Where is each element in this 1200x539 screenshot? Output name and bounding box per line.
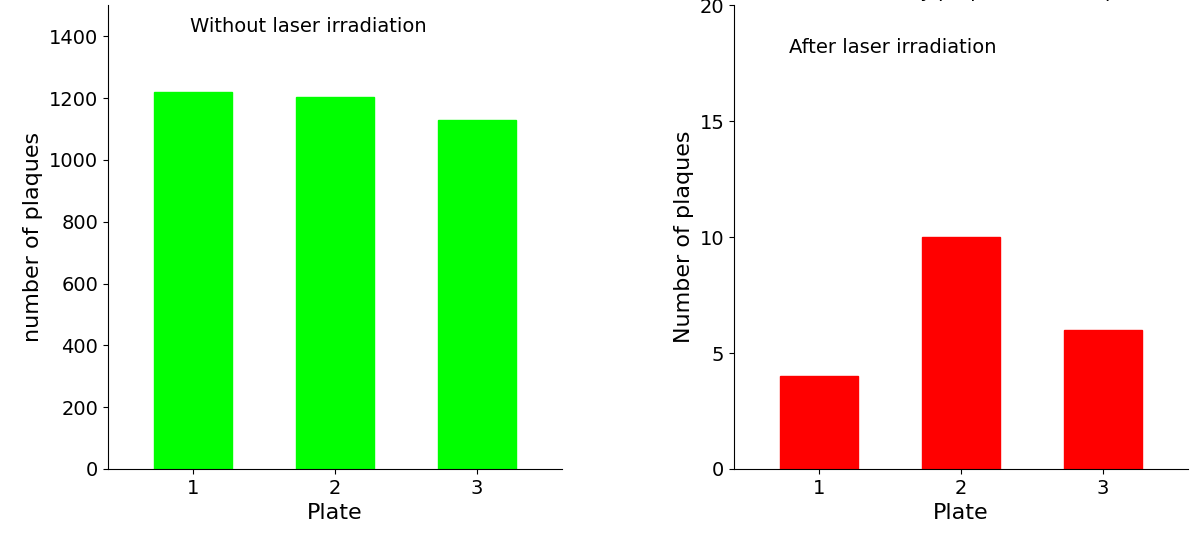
Y-axis label: Number of plaques: Number of plaques bbox=[674, 131, 694, 343]
Text: Without laser irradiation: Without laser irradiation bbox=[190, 17, 426, 36]
Y-axis label: number of plaques: number of plaques bbox=[24, 132, 43, 342]
X-axis label: Plate: Plate bbox=[934, 503, 989, 523]
Text: with nominally prepared 1x10: with nominally prepared 1x10 bbox=[788, 0, 1081, 1]
Bar bbox=[296, 96, 374, 469]
X-axis label: Plate: Plate bbox=[307, 503, 362, 523]
Bar bbox=[922, 237, 1000, 469]
Bar bbox=[438, 120, 516, 469]
Text: pfu: pfu bbox=[1104, 0, 1135, 1]
Bar bbox=[780, 376, 858, 469]
Text: After laser irradiation: After laser irradiation bbox=[788, 38, 996, 57]
Bar bbox=[154, 92, 232, 469]
Bar bbox=[1064, 330, 1142, 469]
